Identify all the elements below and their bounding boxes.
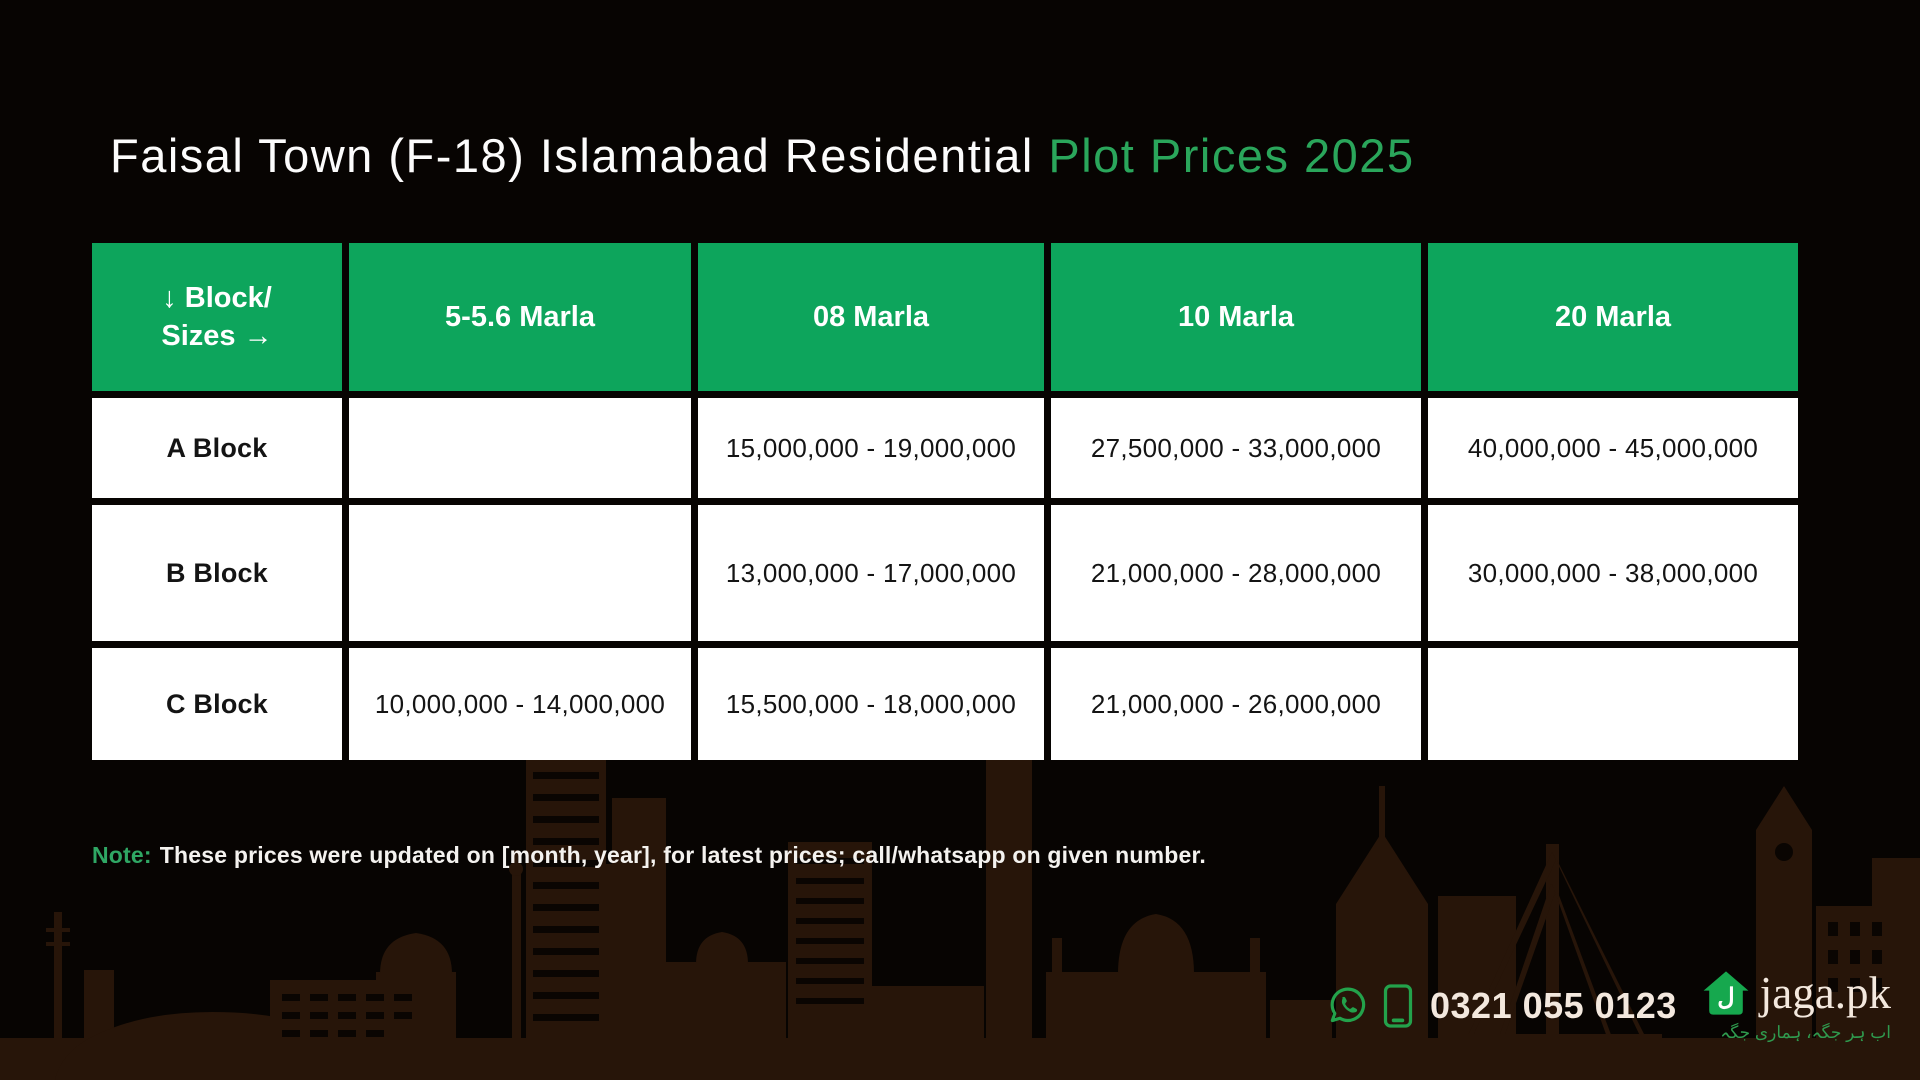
corner-header-block-sizes: ↓ Block/ Sizes → [92, 243, 342, 391]
price-cell-c-20marla [1428, 648, 1798, 760]
jaga-house-letter: ل [1717, 984, 1734, 1011]
jaga-logo[interactable]: ل jaga.pk اب ہر جگہ، ہماری جگہ [1702, 968, 1891, 1043]
price-cell-c-8marla: 15,500,000 - 18,000,000 [698, 648, 1044, 760]
whatsapp-icon[interactable] [1326, 984, 1370, 1028]
jaga-logo-tagline: اب ہر جگہ، ہماری جگہ [1720, 1023, 1891, 1042]
column-header-5-marla: 5-5.6 Marla [349, 243, 691, 391]
city-skyline-illustration [0, 730, 1920, 1080]
page-title: Faisal Town (F-18) Islamabad Residential… [110, 128, 1415, 183]
corner-header-line2: Sizes → [161, 320, 273, 352]
price-cell-b-5marla [349, 505, 691, 641]
column-header-8-marla: 08 Marla [698, 243, 1044, 391]
note: Note: These prices were updated on [month… [92, 842, 1206, 869]
price-cell-b-20marla: 30,000,000 - 38,000,000 [1428, 505, 1798, 641]
page-title-highlight: Plot Prices 2025 [1048, 129, 1415, 182]
price-cell-b-10marla: 21,000,000 - 28,000,000 [1051, 505, 1421, 641]
jaga-house-icon: ل [1703, 971, 1749, 1015]
corner-header-line1: ↓ Block/ [162, 281, 272, 314]
price-cell-a-10marla: 27,500,000 - 33,000,000 [1051, 398, 1421, 498]
row-label-a-block: A Block [92, 398, 342, 498]
contact-strip: 0321 055 0123 ل jaga.pk اب ہر جگہ، ہماری… [1326, 968, 1891, 1043]
row-label-c-block: C Block [92, 648, 342, 760]
price-cell-a-5marla [349, 398, 691, 498]
price-cell-b-8marla: 13,000,000 - 17,000,000 [698, 505, 1044, 641]
price-cell-a-20marla: 40,000,000 - 45,000,000 [1428, 398, 1798, 498]
price-cell-a-8marla: 15,000,000 - 19,000,000 [698, 398, 1044, 498]
note-label: Note: [92, 842, 152, 868]
price-cell-c-5marla: 10,000,000 - 14,000,000 [349, 648, 691, 760]
mobile-phone-icon[interactable] [1383, 983, 1413, 1029]
page-title-prefix: Faisal Town (F-18) Islamabad Residential [110, 129, 1049, 182]
column-header-20-marla: 20 Marla [1428, 243, 1798, 391]
column-header-10-marla: 10 Marla [1051, 243, 1421, 391]
row-label-b-block: B Block [92, 505, 342, 641]
plot-prices-table: ↓ Block/ Sizes → 5-5.6 Marla 08 Marla 10… [92, 243, 1798, 760]
jaga-logo-text: jaga.pk [1759, 967, 1891, 1018]
price-cell-c-10marla: 21,000,000 - 26,000,000 [1051, 648, 1421, 760]
phone-number[interactable]: 0321 055 0123 [1430, 984, 1677, 1026]
note-text: These prices were updated on [month, yea… [159, 842, 1206, 868]
